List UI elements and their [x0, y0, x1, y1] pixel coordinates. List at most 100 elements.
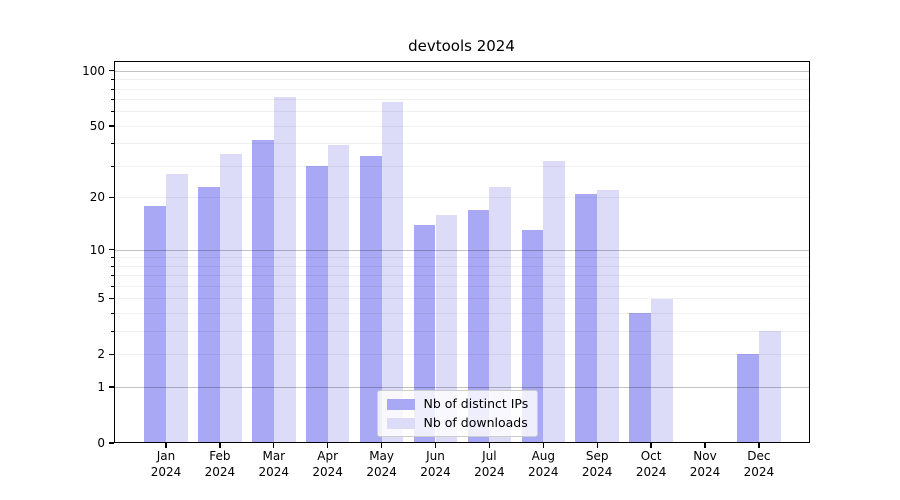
y-minor-tick-mark-9: [110, 257, 114, 259]
y-minor-tick-mark-90: [110, 79, 114, 81]
gridline-90: [113, 79, 810, 81]
bar-nb-of-distinct-ips-may-2024: [359, 156, 382, 443]
bar-nb-of-downloads-may-2024: [381, 101, 404, 443]
x-tick-label-oct-2024: Oct 2024: [635, 449, 667, 479]
bar-nb-of-downloads-sep-2024: [597, 190, 619, 443]
gridline-7: [113, 275, 810, 277]
y-tick-mark-20: [108, 196, 114, 199]
x-tick-mark-may-2024: [380, 443, 383, 448]
legend-item-downloads: Nb of downloads: [386, 415, 529, 430]
gridline-9: [113, 257, 810, 259]
y-tick-mark-5: [108, 297, 114, 300]
x-tick-mark-jul-2024: [488, 443, 491, 448]
y-tick-label-0: 0: [97, 436, 105, 450]
y-minor-tick-mark-2: [110, 354, 114, 356]
y-tick-mark-2: [108, 353, 114, 356]
y-minor-tick-mark-7: [110, 275, 114, 277]
legend: Nb of distinct IPs Nb of downloads: [376, 390, 539, 437]
gridline-60: [113, 111, 810, 113]
y-tick-label-2: 2: [97, 347, 105, 362]
x-tick-label-feb-2024: Feb 2024: [204, 449, 236, 479]
gridline-100: [113, 70, 810, 72]
gridline-30: [113, 166, 810, 168]
gridline-2: [113, 354, 810, 356]
gridline-50: [113, 125, 810, 127]
gridline-1: [113, 387, 810, 389]
bar-nb-of-distinct-ips-feb-2024: [198, 186, 220, 443]
bar-nb-of-distinct-ips-dec-2024: [737, 354, 759, 443]
chart-title: devtools 2024: [408, 37, 515, 55]
x-tick-label-jul-2024: Jul 2024: [474, 449, 505, 479]
y-minor-tick-mark-20: [110, 197, 114, 199]
gridline-80: [113, 88, 810, 90]
x-tick-label-sep-2024: Sep 2024: [581, 449, 613, 479]
legend-label-downloads: Nb of downloads: [423, 415, 528, 430]
bar-nb-of-downloads-oct-2024: [651, 298, 673, 443]
bar-nb-of-downloads-mar-2024: [273, 96, 296, 443]
gridline-40: [113, 143, 810, 145]
y-minor-tick-mark-50: [110, 125, 114, 127]
legend-item-distinct-ips: Nb of distinct IPs: [386, 396, 529, 411]
legend-swatch-distinct-ips: [386, 398, 415, 410]
bars-layer: [114, 61, 811, 443]
bar-nb-of-distinct-ips-aug-2024: [521, 230, 544, 443]
x-tick-label-jun-2024: Jun 2024: [420, 449, 451, 479]
bar-nb-of-downloads-feb-2024: [219, 153, 242, 443]
gridline-10: [113, 249, 810, 251]
x-tick-label-nov-2024: Nov 2024: [689, 449, 721, 479]
x-tick-label-mar-2024: Mar 2024: [258, 449, 290, 479]
x-tick-label-jan-2024: Jan 2024: [150, 449, 182, 479]
y-minor-tick-mark-80: [110, 88, 114, 90]
y-tick-label-20: 20: [89, 190, 105, 205]
y-minor-tick-mark-60: [110, 111, 114, 113]
x-tick-mark-dec-2024: [758, 443, 760, 448]
bar-nb-of-distinct-ips-jan-2024: [144, 205, 166, 443]
bar-nb-of-downloads-apr-2024: [327, 145, 350, 443]
x-tick-mark-oct-2024: [650, 443, 652, 448]
y-tick-mark-0: [108, 442, 114, 444]
legend-swatch-downloads: [386, 417, 415, 429]
legend-label-distinct-ips: Nb of distinct IPs: [423, 396, 529, 411]
bar-nb-of-distinct-ips-sep-2024: [575, 193, 598, 443]
x-tick-mark-jan-2024: [165, 443, 167, 448]
y-minor-tick-mark-6: [110, 286, 114, 288]
y-minor-tick-mark-4: [110, 313, 114, 315]
x-tick-mark-sep-2024: [596, 443, 598, 448]
y-minor-tick-mark-3: [110, 331, 114, 333]
y-tick-label-100: 100: [82, 63, 105, 78]
y-tick-mark-50: [108, 125, 114, 127]
gridline-20: [113, 197, 810, 199]
x-tick-label-may-2024: May 2024: [366, 449, 397, 479]
x-tick-mark-apr-2024: [327, 443, 329, 448]
bar-nb-of-downloads-jun-2024: [435, 214, 458, 443]
y-tick-mark-100: [108, 70, 114, 72]
gridline-6: [113, 286, 810, 288]
x-tick-mark-aug-2024: [542, 443, 544, 448]
y-tick-mark-10: [108, 248, 114, 251]
x-tick-label-apr-2024: Apr 2024: [312, 449, 343, 479]
bar-nb-of-distinct-ips-jul-2024: [467, 209, 490, 443]
bar-nb-of-distinct-ips-jun-2024: [413, 224, 436, 443]
plot-area: Nb of distinct IPs Nb of downloads: [113, 61, 811, 443]
x-tick-mark-jun-2024: [434, 443, 437, 448]
y-minor-tick-mark-30: [110, 166, 114, 168]
y-minor-tick-mark-40: [110, 143, 114, 145]
bar-nb-of-downloads-dec-2024: [758, 331, 781, 443]
y-tick-label-10: 10: [89, 242, 105, 257]
x-tick-mark-mar-2024: [273, 443, 275, 448]
gridline-5: [113, 298, 810, 300]
x-tick-label-aug-2024: Aug 2024: [528, 449, 559, 479]
bar-nb-of-downloads-aug-2024: [543, 161, 566, 443]
gridline-3: [113, 331, 810, 333]
bar-nb-of-distinct-ips-oct-2024: [629, 313, 652, 443]
grid-layer: [113, 61, 810, 443]
gridline-70: [113, 99, 810, 101]
y-tick-label-5: 5: [97, 291, 105, 306]
y-tick-mark-1: [108, 386, 114, 388]
x-tick-mark-nov-2024: [704, 443, 706, 448]
bar-nb-of-downloads-jan-2024: [166, 174, 188, 443]
y-minor-tick-mark-5: [110, 298, 114, 300]
y-minor-tick-mark-70: [110, 99, 114, 101]
gridline-4: [113, 313, 810, 315]
